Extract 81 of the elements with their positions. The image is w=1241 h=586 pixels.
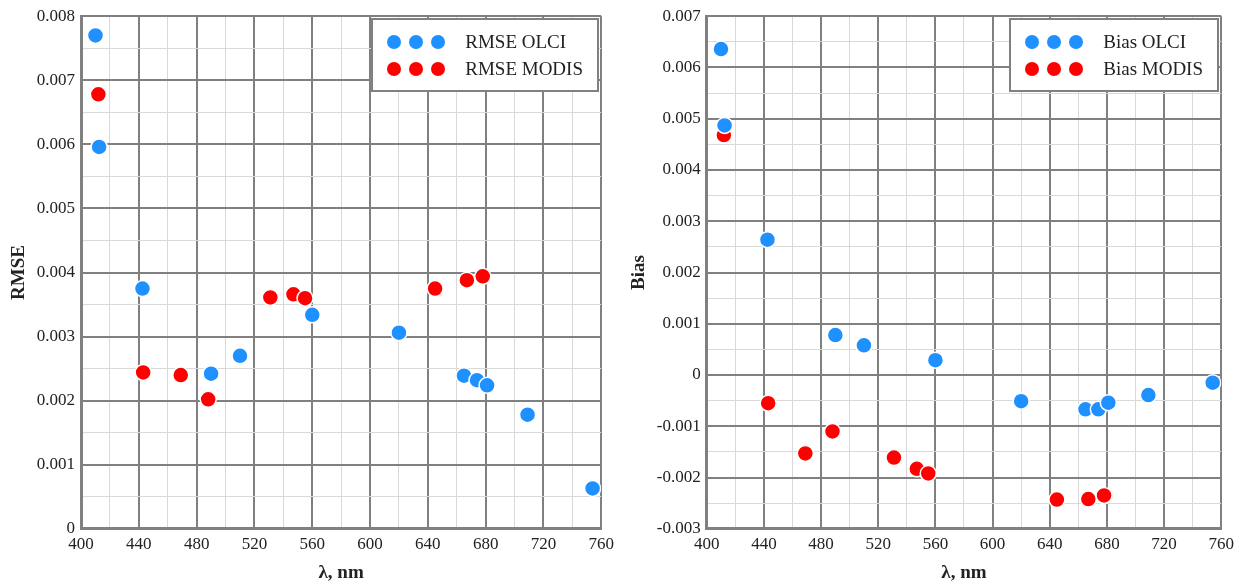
point <box>855 336 873 355</box>
y-tick-label: 0.002 <box>36 390 76 410</box>
legend-label: Bias MODIS <box>1103 57 1204 80</box>
point <box>826 326 845 344</box>
x-tick-label: 680 <box>1094 534 1120 554</box>
point <box>796 444 815 463</box>
point <box>885 448 903 467</box>
x-tick-label: 760 <box>1208 534 1234 554</box>
x-tick-label: 520 <box>865 534 891 554</box>
point <box>759 394 777 412</box>
x-tick-label: 720 <box>530 534 557 554</box>
point <box>303 306 321 324</box>
y-tick-label: -0.002 <box>656 467 701 487</box>
point <box>823 422 842 441</box>
x-tick-label: 440 <box>751 534 777 554</box>
point <box>172 366 190 384</box>
x-axis-title: λ, nm <box>318 560 364 582</box>
point <box>1012 392 1030 410</box>
point <box>89 85 108 104</box>
y-tick-label: 0.003 <box>662 210 701 230</box>
x-tick-label: 600 <box>357 534 383 554</box>
point <box>715 116 734 135</box>
point <box>90 138 108 156</box>
y-tick-label: 0.006 <box>662 56 701 76</box>
x-tick-label: 440 <box>126 534 152 554</box>
point <box>926 351 945 369</box>
point <box>1095 486 1113 505</box>
point <box>133 279 152 298</box>
y-tick-label: 0.005 <box>662 108 701 128</box>
y-tick-label: 0 <box>692 364 701 384</box>
x-tick-label: 600 <box>979 534 1006 554</box>
x-tick-label: 480 <box>808 534 834 554</box>
point <box>1203 373 1222 392</box>
y-tick-label: -0.001 <box>656 415 701 435</box>
y-tick-label: 0.002 <box>662 261 701 281</box>
x-tick-label: 520 <box>241 534 268 554</box>
point <box>712 40 730 58</box>
x-tick-label: 680 <box>472 534 499 554</box>
point <box>296 289 314 307</box>
legend-label: RMSE OLCI <box>465 30 567 53</box>
point <box>919 464 937 483</box>
x-tick-label: 640 <box>1036 534 1063 554</box>
point <box>478 376 496 395</box>
point <box>583 479 602 498</box>
y-tick-label: 0.007 <box>36 69 76 89</box>
point <box>261 288 280 307</box>
legend-label: Bias OLCI <box>1103 30 1187 53</box>
y-tick-label: 0.008 <box>36 5 76 25</box>
point <box>202 364 220 383</box>
y-tick-label: 0.007 <box>662 5 702 25</box>
legend-label: RMSE MODIS <box>465 57 583 80</box>
y-tick-label: 0.006 <box>36 133 76 153</box>
y-tick-label: 0.003 <box>36 326 76 346</box>
point <box>426 279 444 298</box>
point <box>458 271 476 289</box>
x-tick-label: 640 <box>415 534 441 554</box>
point <box>758 230 777 249</box>
point <box>134 363 152 382</box>
x-tick-label: 720 <box>1151 534 1177 554</box>
point <box>390 323 408 342</box>
y-tick-label: 0.005 <box>36 197 76 217</box>
x-tick-label: 560 <box>922 534 949 554</box>
point <box>1099 393 1118 412</box>
point <box>518 406 537 424</box>
y-tick-label: 0.004 <box>662 159 702 179</box>
y-axis-title: Bias <box>627 255 649 290</box>
y-axis-title: RMSE <box>7 245 29 300</box>
x-tick-label: 480 <box>183 534 210 554</box>
y-tick-label: 0.001 <box>662 313 701 333</box>
point <box>474 267 492 286</box>
x-tick-label: 760 <box>588 534 614 554</box>
point <box>1079 490 1098 508</box>
point <box>1048 490 1066 509</box>
x-tick-label: 560 <box>299 534 325 554</box>
point <box>231 347 249 365</box>
y-tick-label: 0.001 <box>36 454 76 474</box>
y-tick-label: 0.004 <box>36 261 76 281</box>
x-axis-title: λ, nm <box>941 560 987 582</box>
point <box>1139 386 1158 404</box>
point <box>86 26 105 45</box>
point <box>199 390 217 409</box>
